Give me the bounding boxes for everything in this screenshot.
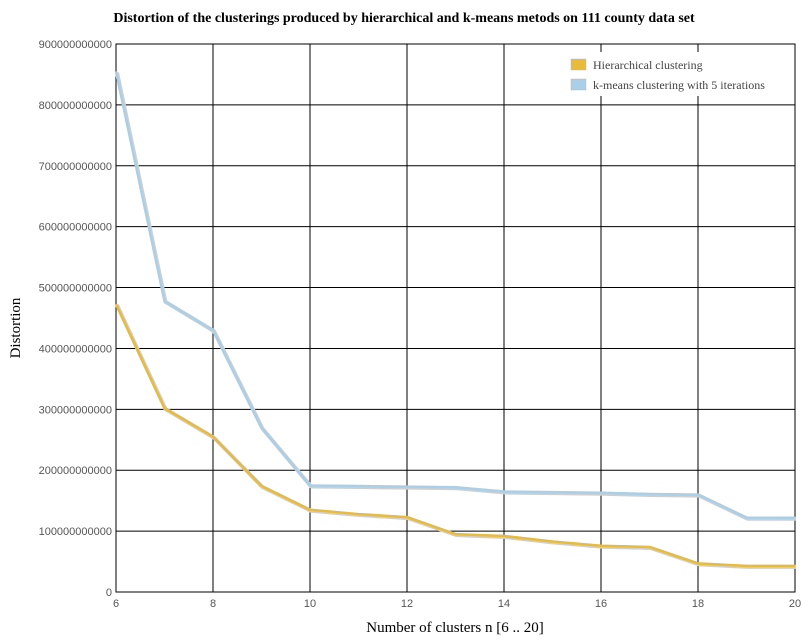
series-shadow-1 (115, 71, 796, 521)
legend-swatch (570, 78, 587, 91)
x-tick-label: 8 (210, 598, 216, 610)
y-tick-label: 800000000000 (39, 100, 112, 112)
plot-frame (115, 43, 796, 593)
y-tick-label: 500000000000 (39, 283, 112, 295)
x-tick-label: 16 (595, 598, 607, 610)
legend-box (562, 52, 791, 96)
y-axis-ticks: 0 100000000000 200000000000 300000000000 400… (39, 39, 112, 599)
legend: Hierarchical clustering k-means clusterin… (562, 52, 791, 96)
x-tick-label: 20 (789, 598, 801, 610)
x-axis-ticks: 6 8 10 12 14 16 18 20 (113, 598, 801, 610)
x-tick-label: 12 (401, 598, 413, 610)
legend-label: Hierarchical clustering (593, 58, 703, 72)
x-axis-label: Number of clusters n [6 .. 20] (366, 620, 543, 636)
y-tick-label: 0 (106, 587, 112, 599)
y-axis-label: Distortion (8, 297, 24, 358)
x-tick-label: 10 (304, 598, 316, 610)
y-tick-label: 900000000000 (39, 39, 112, 51)
series-lines (114, 71, 796, 569)
y-tick-label: 400000000000 (39, 343, 112, 355)
y-tick-label: 600000000000 (39, 222, 112, 234)
grid (115, 43, 796, 593)
series-line-0 (114, 303, 795, 568)
y-tick-label: 700000000000 (39, 161, 112, 173)
series-line-1 (114, 71, 795, 519)
legend-label: k-means clustering with 5 iterations (593, 78, 765, 92)
y-tick-label: 100000000000 (39, 526, 112, 538)
x-tick-label: 14 (498, 598, 510, 610)
x-tick-label: 6 (113, 598, 119, 610)
x-tick-label: 18 (692, 598, 704, 610)
chart-title: Distortion of the clusterings produced b… (113, 11, 695, 26)
y-tick-label: 200000000000 (39, 465, 112, 477)
y-tick-label: 300000000000 (39, 404, 112, 416)
legend-swatch (570, 58, 587, 71)
